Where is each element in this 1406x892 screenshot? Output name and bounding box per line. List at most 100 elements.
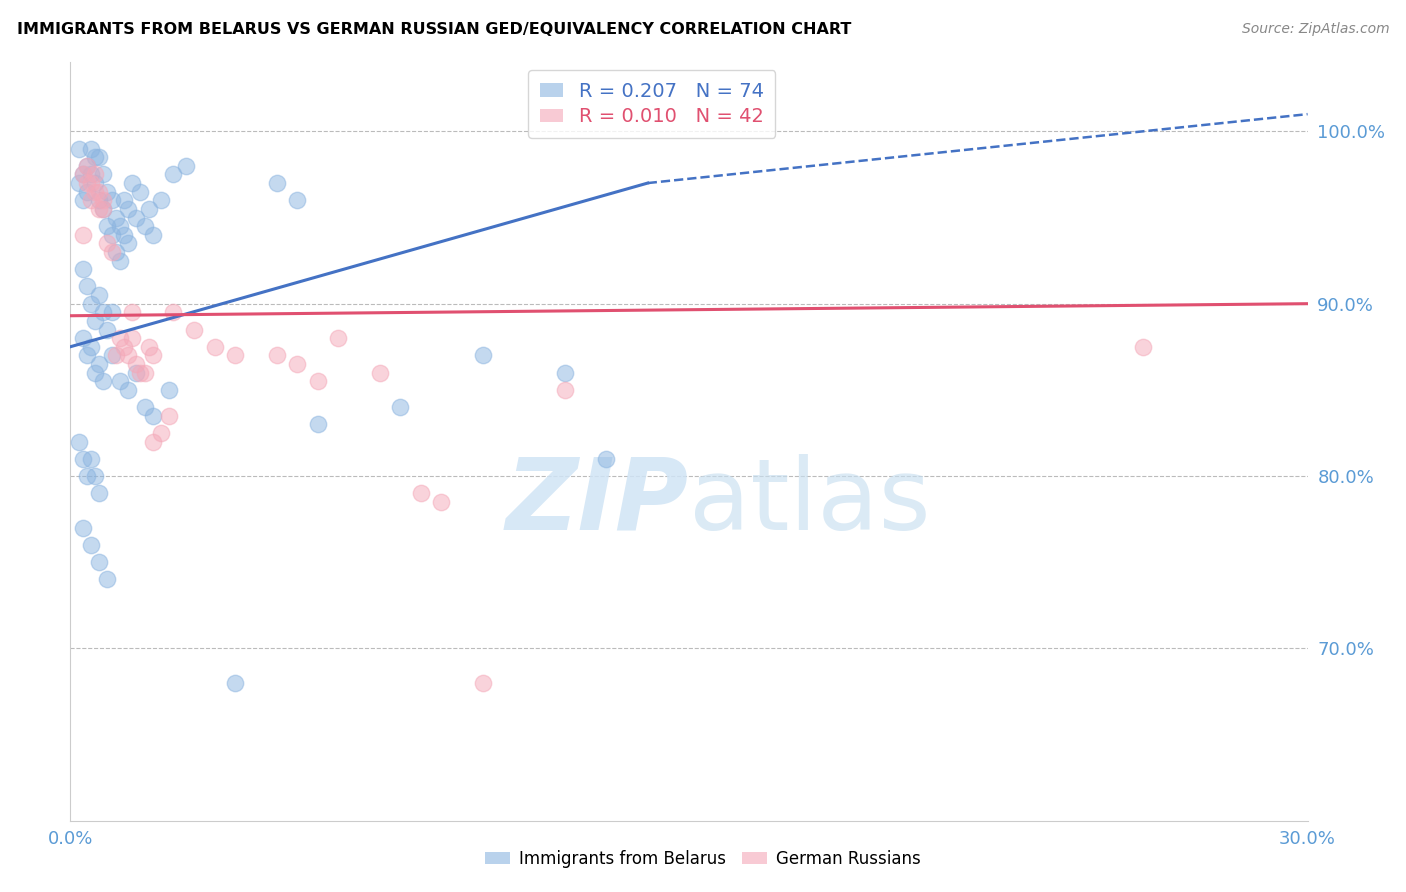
Point bbox=[89, 357, 111, 371]
Point bbox=[89, 194, 111, 208]
Point bbox=[389, 400, 412, 414]
Point bbox=[204, 340, 226, 354]
Point bbox=[72, 331, 94, 345]
Point bbox=[84, 168, 107, 182]
Point bbox=[108, 374, 131, 388]
Point bbox=[89, 288, 111, 302]
Point bbox=[224, 348, 246, 362]
Point bbox=[76, 176, 98, 190]
Point bbox=[307, 374, 329, 388]
Point bbox=[67, 142, 90, 156]
Point bbox=[134, 366, 156, 380]
Point bbox=[89, 486, 111, 500]
Point bbox=[72, 194, 94, 208]
Point bbox=[72, 227, 94, 242]
Text: Source: ZipAtlas.com: Source: ZipAtlas.com bbox=[1241, 22, 1389, 37]
Point bbox=[91, 168, 114, 182]
Point bbox=[76, 469, 98, 483]
Point bbox=[121, 331, 143, 345]
Point bbox=[96, 236, 118, 251]
Point bbox=[162, 305, 184, 319]
Point bbox=[121, 176, 143, 190]
Point bbox=[84, 366, 107, 380]
Point bbox=[104, 245, 127, 260]
Point bbox=[104, 348, 127, 362]
Point bbox=[112, 194, 135, 208]
Point bbox=[80, 176, 103, 190]
Point bbox=[108, 219, 131, 234]
Point bbox=[84, 176, 107, 190]
Point bbox=[307, 417, 329, 432]
Point bbox=[76, 185, 98, 199]
Point bbox=[100, 227, 122, 242]
Point bbox=[80, 142, 103, 156]
Point bbox=[328, 331, 350, 345]
Point bbox=[80, 451, 103, 466]
Point bbox=[80, 168, 103, 182]
Text: IMMIGRANTS FROM BELARUS VS GERMAN RUSSIAN GED/EQUIVALENCY CORRELATION CHART: IMMIGRANTS FROM BELARUS VS GERMAN RUSSIA… bbox=[17, 22, 851, 37]
Point bbox=[138, 202, 160, 216]
Point bbox=[76, 159, 98, 173]
Point bbox=[91, 202, 114, 216]
Point bbox=[162, 168, 184, 182]
Point bbox=[80, 538, 103, 552]
Point bbox=[72, 168, 94, 182]
Point bbox=[142, 227, 165, 242]
Point bbox=[409, 486, 432, 500]
Point bbox=[80, 296, 103, 310]
Point bbox=[108, 331, 131, 345]
Point bbox=[117, 202, 139, 216]
Point bbox=[125, 357, 148, 371]
Legend: R = 0.207   N = 74, R = 0.010   N = 42: R = 0.207 N = 74, R = 0.010 N = 42 bbox=[529, 70, 776, 138]
Point bbox=[80, 194, 103, 208]
Point bbox=[72, 168, 94, 182]
Point bbox=[117, 383, 139, 397]
Point bbox=[84, 469, 107, 483]
Point bbox=[368, 366, 391, 380]
Point bbox=[142, 434, 165, 449]
Point bbox=[100, 194, 122, 208]
Point bbox=[125, 366, 148, 380]
Point bbox=[471, 675, 494, 690]
Point bbox=[91, 202, 114, 216]
Point bbox=[84, 314, 107, 328]
Point bbox=[142, 348, 165, 362]
Point bbox=[89, 202, 111, 216]
Point bbox=[67, 434, 90, 449]
Point bbox=[266, 176, 288, 190]
Point bbox=[89, 185, 111, 199]
Point bbox=[1132, 340, 1154, 354]
Point bbox=[554, 383, 576, 397]
Point bbox=[595, 451, 617, 466]
Point bbox=[100, 348, 122, 362]
Point bbox=[138, 340, 160, 354]
Point bbox=[121, 305, 143, 319]
Point bbox=[91, 194, 114, 208]
Point bbox=[117, 236, 139, 251]
Point bbox=[76, 279, 98, 293]
Point bbox=[96, 185, 118, 199]
Point bbox=[72, 521, 94, 535]
Text: atlas: atlas bbox=[689, 454, 931, 550]
Point bbox=[174, 159, 197, 173]
Point bbox=[84, 150, 107, 164]
Point bbox=[91, 374, 114, 388]
Point bbox=[72, 262, 94, 277]
Point bbox=[89, 555, 111, 569]
Point bbox=[134, 219, 156, 234]
Point bbox=[100, 245, 122, 260]
Point bbox=[104, 211, 127, 225]
Point bbox=[224, 675, 246, 690]
Point bbox=[84, 185, 107, 199]
Point bbox=[100, 305, 122, 319]
Point bbox=[96, 219, 118, 234]
Point bbox=[91, 305, 114, 319]
Point bbox=[129, 366, 152, 380]
Point bbox=[430, 495, 453, 509]
Point bbox=[134, 400, 156, 414]
Point bbox=[471, 348, 494, 362]
Point bbox=[129, 185, 152, 199]
Point bbox=[67, 176, 90, 190]
Point bbox=[89, 150, 111, 164]
Point bbox=[157, 383, 180, 397]
